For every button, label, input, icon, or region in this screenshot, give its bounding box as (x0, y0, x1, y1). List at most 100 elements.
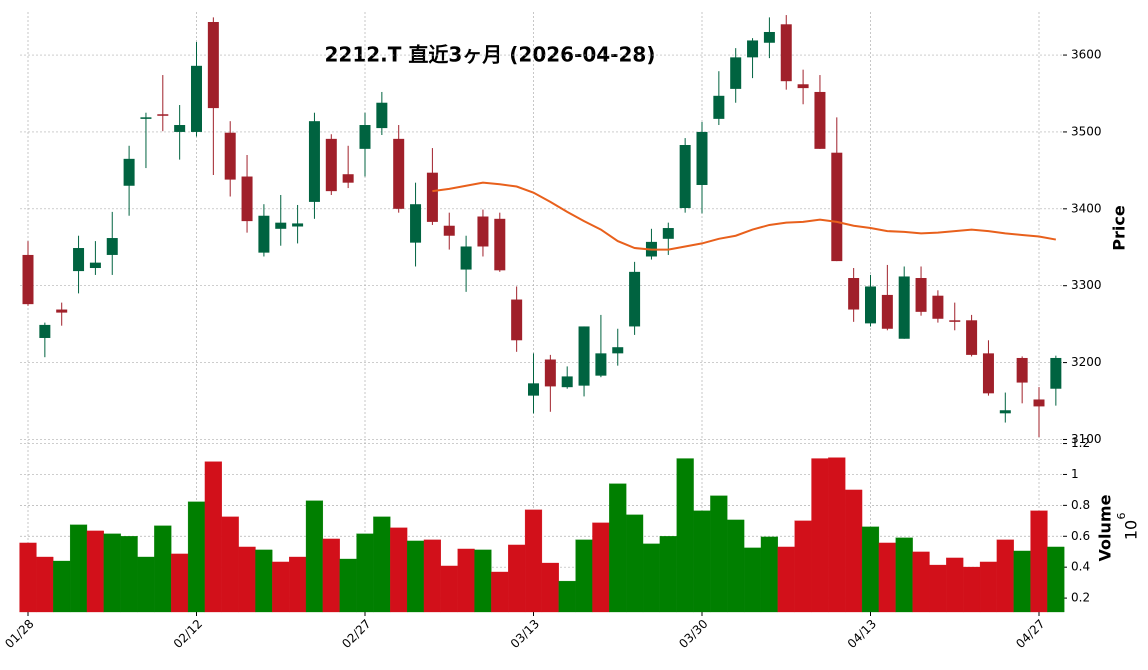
volume-bar (828, 457, 846, 613)
candle-body (376, 102, 388, 129)
volume-bar (440, 565, 458, 613)
volume-bar (36, 556, 54, 613)
candle-body (157, 114, 169, 116)
candle-body (1016, 357, 1028, 383)
volume-axis-label: Volume (1096, 494, 1115, 561)
volume-bar (272, 561, 290, 613)
moving-average (432, 181, 1057, 251)
y-tick-label: 3500 (1071, 124, 1102, 138)
candle-body (662, 228, 674, 239)
volume-tick-label: 0.8 (1071, 498, 1090, 512)
candle-body (679, 145, 691, 209)
volume-bar (508, 544, 526, 613)
volume-bar (794, 520, 812, 613)
volume-bar (390, 527, 408, 613)
volume-bar (221, 516, 239, 613)
candle-body (595, 353, 607, 376)
x-tick-label: 03/30 (676, 617, 710, 651)
candle-body (999, 410, 1011, 414)
x-tick-label: 03/13 (508, 617, 542, 651)
candle-body (292, 223, 304, 227)
candle-body (763, 31, 775, 43)
candle-body (696, 131, 708, 185)
candle-body (494, 218, 506, 271)
volume-bar (912, 551, 930, 613)
y-tick-label: 3300 (1071, 278, 1102, 292)
candle-body (747, 40, 759, 58)
candle-body (342, 174, 354, 183)
candle-body (123, 158, 135, 186)
candle-body (140, 117, 152, 119)
volume-bar (760, 536, 778, 613)
volume-bar (154, 525, 172, 613)
candle-body (915, 278, 927, 312)
volume-bar (558, 580, 576, 613)
volume-bar (861, 526, 880, 613)
volume-unit-base: 10 (1122, 520, 1141, 540)
candle-body (426, 172, 438, 222)
volume-bar (491, 571, 509, 613)
candle-body (966, 320, 978, 355)
volume-bar (171, 553, 189, 613)
candle-body (814, 91, 826, 149)
volume-bar (53, 560, 71, 613)
candle-body (831, 152, 843, 262)
volume-bar (1030, 510, 1048, 613)
candle-body (207, 21, 219, 109)
volume-bar (204, 461, 222, 613)
volume-bar (676, 458, 694, 613)
volume-tick-label: 0.2 (1071, 591, 1090, 605)
volume-bar (878, 542, 896, 613)
volume-bar (963, 566, 981, 613)
volume-bar (777, 546, 795, 613)
volume-bar (339, 558, 357, 613)
x-tick-label: 02/12 (171, 617, 205, 651)
volume-bar (103, 533, 121, 613)
volume-bar (423, 539, 441, 613)
candle-body (39, 324, 51, 338)
volume-bar (895, 537, 913, 613)
candle-body (443, 225, 455, 236)
candle-body (359, 125, 371, 149)
volume-bar (541, 562, 559, 613)
volume-unit-exp: 6 (1115, 513, 1128, 520)
candle-body (612, 347, 624, 354)
volume-bar (929, 564, 947, 613)
candle-body (241, 176, 253, 222)
volume-bar (1047, 546, 1065, 613)
volume-bar (187, 501, 206, 613)
candle-body (460, 246, 472, 270)
volume-bar (474, 549, 492, 613)
candle-body (511, 299, 523, 341)
candle-body (848, 278, 860, 310)
volume-bar (710, 495, 728, 613)
volume-bar (406, 540, 425, 613)
volume-bar (946, 557, 964, 613)
candle-body (713, 95, 725, 119)
y-tick-label: 3400 (1071, 201, 1102, 215)
volume-bar (69, 524, 88, 613)
chart-title: 2212.T 直近3ヶ月 (2026-04-28) (325, 43, 656, 67)
volume-bar (322, 538, 340, 613)
volume-bar (727, 519, 745, 613)
candle-body (224, 132, 236, 180)
y-axis-label: Price (1110, 205, 1129, 251)
candle-body (308, 121, 320, 202)
candle-body (780, 24, 792, 82)
volume-tick-label: 1 (1071, 467, 1079, 481)
candle-body (982, 353, 994, 394)
volume-tick-label: 1.2 (1071, 436, 1090, 450)
candle-body (106, 238, 118, 255)
candle-body (578, 326, 590, 386)
candle-body (544, 359, 556, 387)
volume-bar (659, 536, 677, 613)
volume-bar (979, 561, 998, 613)
candle-body (73, 248, 85, 272)
candle-body (56, 309, 68, 313)
y-tick-label: 3200 (1071, 355, 1102, 369)
y-tick-label: 3100 (1071, 432, 1102, 446)
x-tick-label: 01/28 (2, 617, 36, 651)
volume-bar (255, 549, 273, 613)
volume-bar (457, 548, 475, 613)
